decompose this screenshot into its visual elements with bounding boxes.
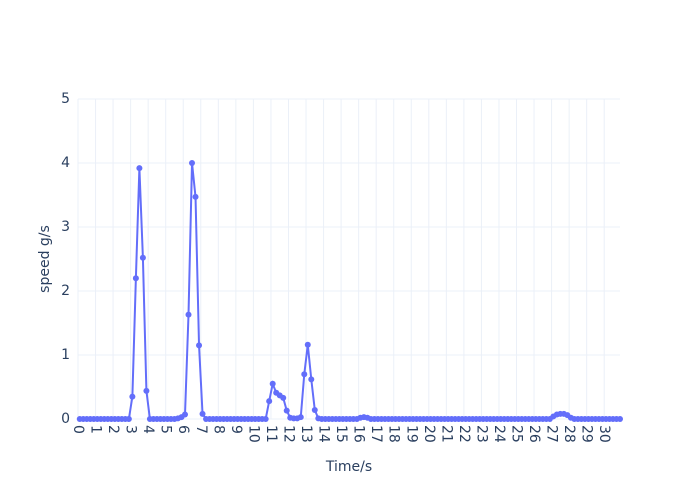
x-tick-label: 27 xyxy=(544,425,560,443)
x-tick-label: 7 xyxy=(193,425,209,434)
x-tick-label: 10 xyxy=(245,425,261,443)
x-tick-label: 22 xyxy=(456,425,472,443)
x-tick-label: 14 xyxy=(316,425,332,443)
x-tick-label: 15 xyxy=(333,425,349,443)
data-point xyxy=(311,407,318,414)
data-point xyxy=(297,414,304,421)
data-point xyxy=(617,416,623,422)
y-tick-label: 4 xyxy=(61,155,70,171)
y-tick-label: 3 xyxy=(61,219,70,235)
x-tick-label: 13 xyxy=(298,425,314,443)
x-tick-label: 6 xyxy=(175,425,191,434)
data-point xyxy=(129,393,136,400)
x-tick-label: 5 xyxy=(158,425,174,434)
x-tick-label: 12 xyxy=(280,425,296,443)
data-point xyxy=(125,416,132,422)
x-tick-label: 16 xyxy=(351,425,367,443)
x-tick-label: 3 xyxy=(123,425,139,434)
data-point xyxy=(196,342,203,349)
x-tick-label: 0 xyxy=(70,425,86,434)
data-point xyxy=(185,311,192,318)
x-tick-label: 19 xyxy=(403,425,419,443)
x-tick-label: 23 xyxy=(473,425,489,443)
data-point xyxy=(301,371,308,378)
data-point xyxy=(143,387,150,394)
x-tick-label: 8 xyxy=(210,425,226,434)
x-tick-label: 4 xyxy=(140,425,156,434)
x-tick-label: 24 xyxy=(491,425,507,443)
data-point xyxy=(266,398,273,405)
data-point xyxy=(189,160,196,166)
x-tick-label: 21 xyxy=(438,425,454,443)
y-axis-title: speed g/s xyxy=(37,225,53,293)
x-tick-label: 17 xyxy=(368,425,384,443)
x-tick-label: 28 xyxy=(561,425,577,443)
data-point xyxy=(283,407,290,414)
x-tick-label: 11 xyxy=(263,425,279,443)
data-point xyxy=(181,411,188,418)
x-axis-title: Time/s xyxy=(325,459,372,475)
x-tick-label: 25 xyxy=(509,425,525,443)
data-point xyxy=(132,275,139,282)
data-point xyxy=(192,193,199,200)
data-point xyxy=(308,376,315,383)
x-tick-label: 18 xyxy=(386,425,402,443)
data-point xyxy=(199,410,206,417)
y-tick-label: 0 xyxy=(61,411,70,427)
x-tick-label: 30 xyxy=(596,425,612,443)
x-tick-label: 9 xyxy=(228,425,244,434)
y-tick-label: 2 xyxy=(61,283,70,299)
data-point xyxy=(304,341,311,348)
y-tick-label: 5 xyxy=(61,91,70,107)
x-tick-label: 26 xyxy=(526,425,542,443)
data-point xyxy=(136,165,143,172)
x-tick-label: 20 xyxy=(421,425,437,443)
data-point xyxy=(269,380,276,387)
x-tick-label: 2 xyxy=(105,425,121,434)
data-point xyxy=(139,254,146,261)
x-tick-label: 1 xyxy=(88,425,104,434)
data-point xyxy=(280,394,287,401)
data-point xyxy=(262,416,269,422)
y-tick-label: 1 xyxy=(61,347,70,363)
x-tick-label: 29 xyxy=(579,425,595,443)
